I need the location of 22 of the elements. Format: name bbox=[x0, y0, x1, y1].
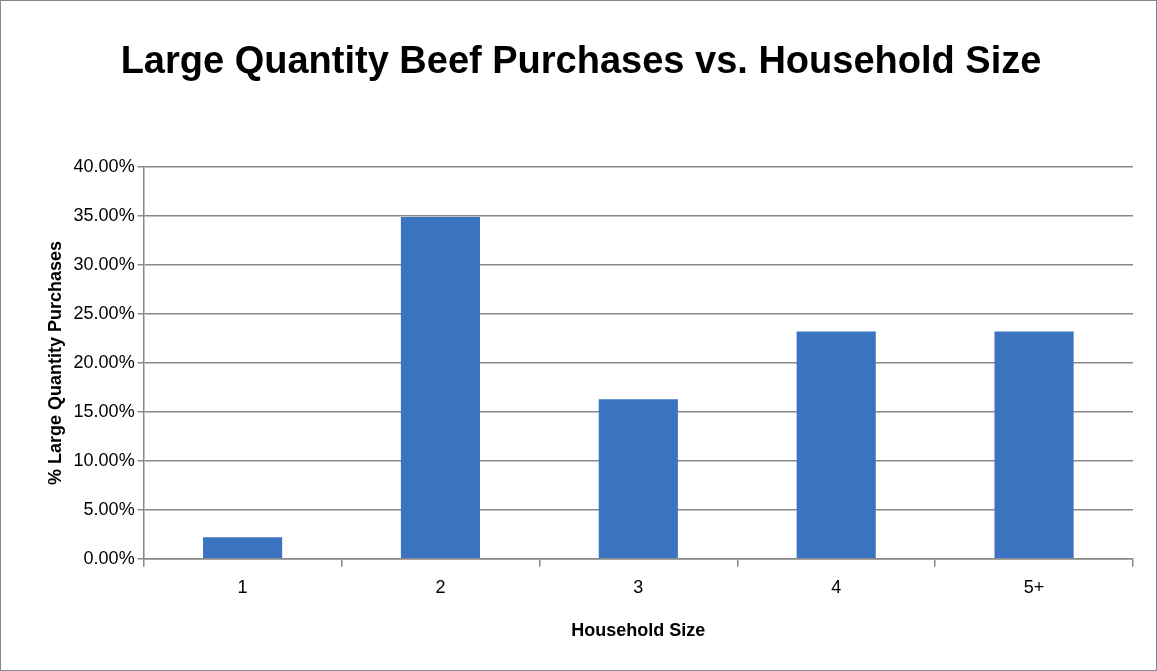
x-tick-label: 5+ bbox=[1023, 576, 1045, 597]
chart-title: Large Quantity Beef Purchases vs. Household Size bbox=[119, 38, 1043, 83]
y-tick-label: 5.00% bbox=[83, 498, 135, 519]
bar bbox=[203, 537, 283, 559]
bar bbox=[598, 399, 678, 559]
y-tick-label: 10.00% bbox=[73, 449, 135, 470]
y-axis-title: % Large Quantity Purchases bbox=[44, 240, 65, 485]
bar bbox=[796, 331, 876, 559]
x-axis-title: Household Size bbox=[571, 620, 706, 641]
x-tick-label: 3 bbox=[633, 576, 644, 597]
x-tick-label: 2 bbox=[435, 576, 446, 597]
bar bbox=[994, 331, 1074, 559]
y-tick-label: 25.00% bbox=[73, 302, 135, 323]
bar bbox=[400, 216, 481, 559]
y-tick-label: 40.00% bbox=[73, 155, 135, 176]
y-tick-label: 15.00% bbox=[73, 400, 135, 421]
x-tick-label: 4 bbox=[831, 576, 842, 597]
y-tick-label: 0.00% bbox=[83, 547, 135, 568]
y-tick-label: 30.00% bbox=[73, 253, 135, 274]
y-tick-label: 35.00% bbox=[73, 204, 135, 225]
x-tick-label: 1 bbox=[237, 576, 248, 597]
y-tick-label: 20.00% bbox=[73, 351, 135, 372]
